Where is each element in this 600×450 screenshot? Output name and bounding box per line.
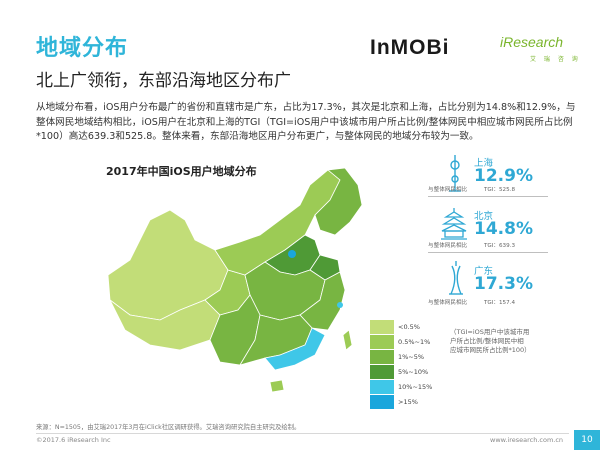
legend-label: >15% xyxy=(398,398,418,406)
legend-swatch xyxy=(370,320,394,334)
legend-label: 1%~5% xyxy=(398,353,425,361)
city-guangdong-label: 广东 xyxy=(474,266,494,277)
city-beijing-tgi: TGI：639.3 xyxy=(484,243,516,249)
legend-note: （TGI=iOS用户中该城市用户所占比例/整体网民中相应城市网民所占比例*100… xyxy=(450,328,531,354)
legend-swatch xyxy=(370,350,394,364)
city-beijing-compare: 与整体网民相比 xyxy=(428,243,468,249)
page-title: 地域分布 xyxy=(36,36,129,61)
body-paragraph: 从地域分布看，iOS用户分布最广的省份和直辖市是广东，占比为17.3%，其次是北… xyxy=(36,102,576,142)
city-guangdong-value: 17.3% xyxy=(474,274,533,294)
map-region-northeast xyxy=(314,167,363,236)
map-marker-shanghai xyxy=(337,302,343,308)
temple-of-heaven-icon xyxy=(441,208,467,240)
inmobi-logo: InMOBi xyxy=(370,36,450,59)
legend-label: 10%~15% xyxy=(398,383,433,391)
legend-swatch xyxy=(370,335,394,349)
divider xyxy=(428,196,548,197)
map-region-taiwan xyxy=(342,329,353,351)
page-number: 10 xyxy=(574,430,600,450)
iresearch-logo: iResearch xyxy=(500,34,564,50)
legend-swatch xyxy=(370,380,394,394)
shanghai-tower-icon xyxy=(449,155,461,192)
copyright: ©2017.6 iResearch Inc xyxy=(36,436,111,444)
page-subtitle: 北上广领衔，东部沿海地区分布广 xyxy=(36,71,291,91)
china-choropleth-map xyxy=(107,167,363,393)
footer-divider xyxy=(36,433,569,434)
legend-swatch xyxy=(370,365,394,379)
canton-tower-icon xyxy=(449,261,463,295)
city-shanghai-compare: 与整体网民相比 xyxy=(428,187,468,193)
map-region-hainan xyxy=(269,379,285,393)
iresearch-logo-subtitle: 艾 瑞 咨 询 xyxy=(530,56,581,63)
legend-swatch xyxy=(370,395,394,409)
city-guangdong-tgi: TGI：157.4 xyxy=(484,300,516,306)
website-url: www.iresearch.com.cn xyxy=(490,436,564,444)
chart-title: 2017年中国iOS用户地域分布 xyxy=(106,165,257,178)
map-region-guangdong xyxy=(264,327,326,371)
legend-label: 5%~10% xyxy=(398,368,429,376)
city-beijing-value: 14.8% xyxy=(474,219,533,239)
divider xyxy=(428,252,548,253)
legend-label: <0.5% xyxy=(398,323,420,331)
source-note: 来源：N=1505，由艾瑞2017年3月在iClick社区调研获得。艾瑞咨询研究… xyxy=(36,424,301,431)
city-shanghai-tgi: TGI：525.8 xyxy=(484,187,516,193)
city-shanghai-label: 上海 xyxy=(474,158,494,169)
legend-label: 0.5%~1% xyxy=(398,338,431,346)
map-marker-beijing xyxy=(288,250,296,258)
city-guangdong-compare: 与整体网民相比 xyxy=(428,300,468,306)
city-beijing-label: 北京 xyxy=(474,211,494,222)
city-shanghai-value: 12.9% xyxy=(474,166,533,186)
